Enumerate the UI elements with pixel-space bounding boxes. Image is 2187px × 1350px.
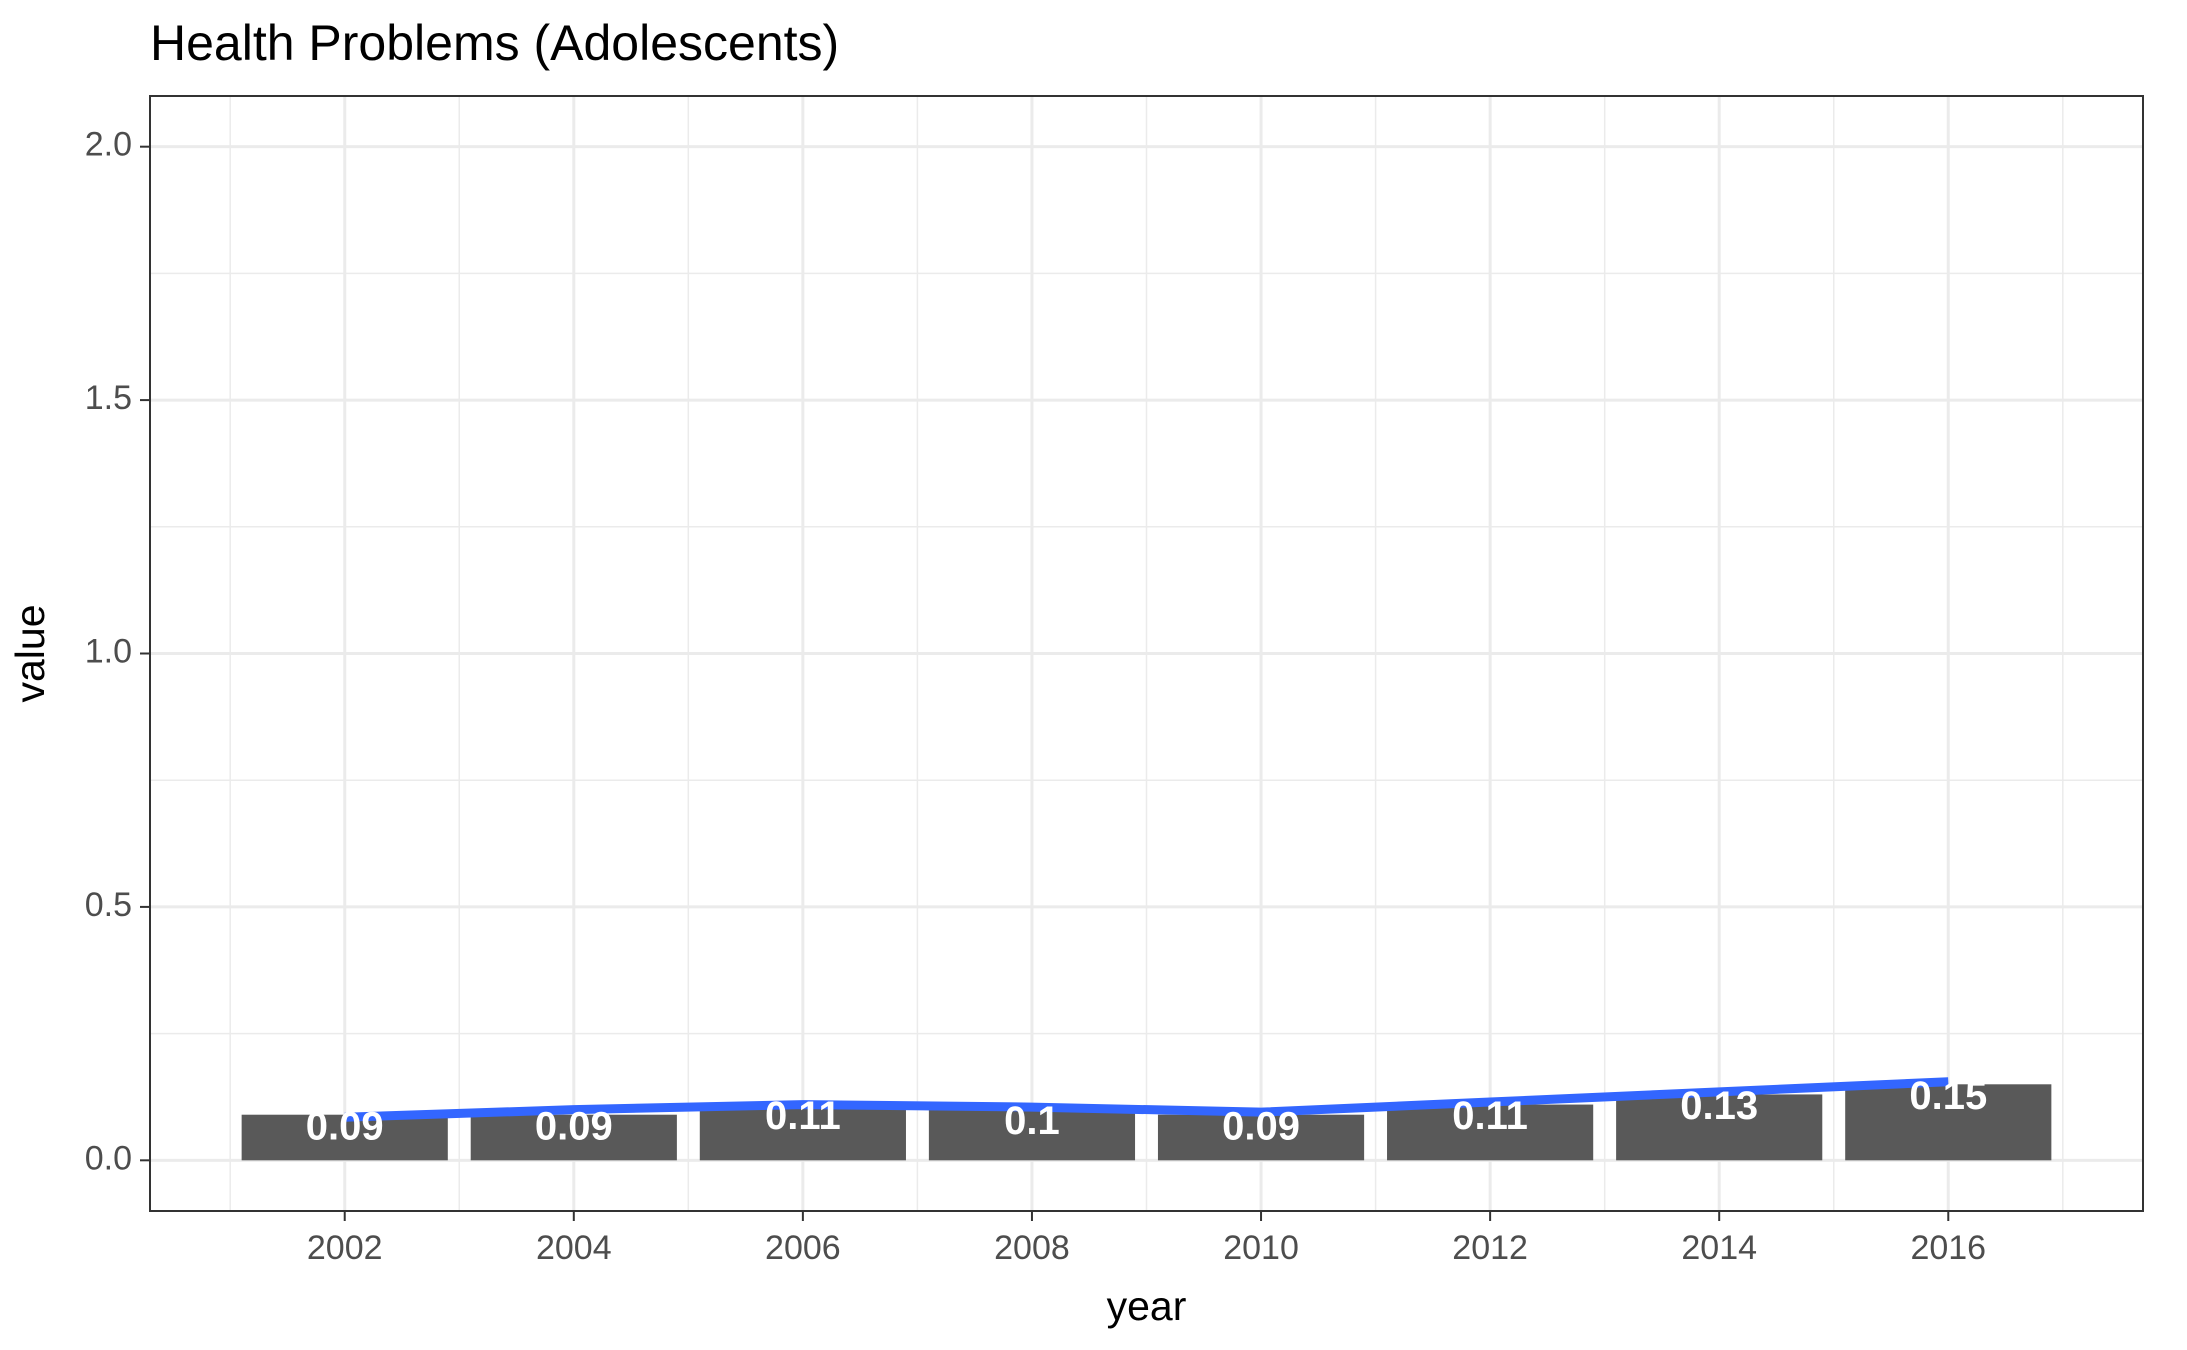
bar-value-label: 0.09 (1222, 1104, 1300, 1148)
x-tick-label: 2008 (994, 1229, 1070, 1267)
y-tick-label: 2.0 (85, 126, 132, 164)
bar (1387, 1104, 1594, 1161)
x-tick-label: 2012 (1452, 1229, 1528, 1267)
bar-value-label: 0.11 (765, 1094, 841, 1138)
x-tick-label: 2010 (1223, 1229, 1299, 1267)
bar-value-label: 0.1 (1004, 1099, 1060, 1143)
trend-line-group (344, 1077, 1949, 1122)
bar (699, 1104, 906, 1161)
bar-value-label: 0.09 (535, 1104, 613, 1148)
bar (241, 1114, 448, 1161)
x-tick-label: 2014 (1681, 1229, 1757, 1267)
x-tick-label: 2002 (307, 1229, 383, 1267)
trend-line (344, 1077, 1949, 1122)
bar (1157, 1114, 1365, 1161)
x-axis: 2002 2004 2006 2008 2010 2012 2014 2016 (307, 1211, 1986, 1267)
bar-value-label: 0.11 (1452, 1094, 1528, 1138)
bar-value-label: 0.09 (306, 1104, 384, 1148)
bar-value-label: 0.15 (1909, 1074, 1987, 1118)
x-tick-label: 2004 (536, 1229, 612, 1267)
bar (470, 1114, 677, 1161)
bars (241, 1084, 2052, 1161)
x-tick-label: 2016 (1910, 1229, 1986, 1267)
x-axis-title: year (1107, 1283, 1187, 1329)
y-tick-label: 1.0 (85, 632, 132, 670)
y-tick-label: 0.5 (85, 886, 132, 924)
y-axis-title: value (7, 604, 53, 702)
bar-value-labels: 0.09 0.09 0.11 0.1 0.09 0.11 0.13 0.15 (306, 1074, 1987, 1148)
bar (928, 1109, 1136, 1161)
chart-title: Health Problems (Adolescents) (150, 15, 840, 71)
bar-value-label: 0.13 (1680, 1084, 1758, 1128)
major-gridlines (150, 96, 2143, 1211)
y-tick-label: 0.0 (85, 1139, 132, 1177)
x-tick-label: 2006 (765, 1229, 841, 1267)
bar (1616, 1094, 1823, 1161)
bar (1845, 1084, 2052, 1161)
y-axis: 0.0 0.5 1.0 1.5 2.0 (85, 126, 150, 1177)
y-tick-label: 1.5 (85, 379, 132, 417)
